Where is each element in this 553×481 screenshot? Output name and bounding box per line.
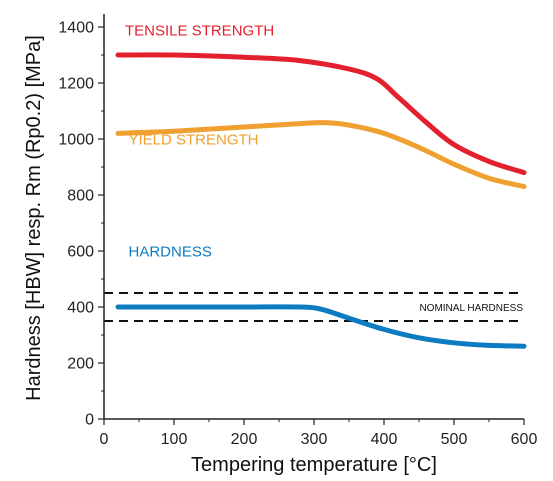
tensile-strength-line [115,52,527,176]
tensile-strength-label: TENSILE STRENGTH [125,22,274,39]
series-labels: TENSILE STRENGTH YIELD STRENGTH HARDNESS [125,22,274,260]
x-tick-label: 400 [371,431,398,448]
y-tick-label: 200 [67,356,94,373]
y-tick-label: 1400 [58,20,94,37]
hardness-line [115,304,527,349]
y-tick-label: 800 [67,188,94,205]
x-tick-label: 0 [100,431,109,448]
y-tick-label: 1000 [58,132,94,149]
x-tick-label: 100 [161,431,188,448]
x-axis-title: Tempering temperature [°C] [191,454,437,476]
y-tick-label: 0 [85,412,94,429]
yield-strength-label: YIELD STRENGTH [129,132,259,149]
hardness-label: HARDNESS [129,244,212,261]
axes [103,14,524,420]
series-lines [115,52,527,349]
y-tick-label: 1200 [58,76,94,93]
ticks: 0 200 400 600 800 1000 1200 1400 0 100 200 300 400 50… [58,20,537,449]
reference-lines [104,292,524,322]
x-tick-label: 200 [231,431,258,448]
y-axis-title: Hardness [HBW] resp. Rm (Rp0.2) [MPa] [23,35,45,401]
nominal-hardness-label: NOMINAL HARDNESS [419,303,523,314]
annotations: NOMINAL HARDNESS [419,303,523,314]
yield-strength-line [115,120,527,190]
y-tick-label: 600 [67,244,94,261]
x-tick-label: 600 [511,431,538,448]
x-tick-label: 300 [301,431,328,448]
x-tick-label: 500 [441,431,468,448]
y-tick-label: 400 [67,300,94,317]
